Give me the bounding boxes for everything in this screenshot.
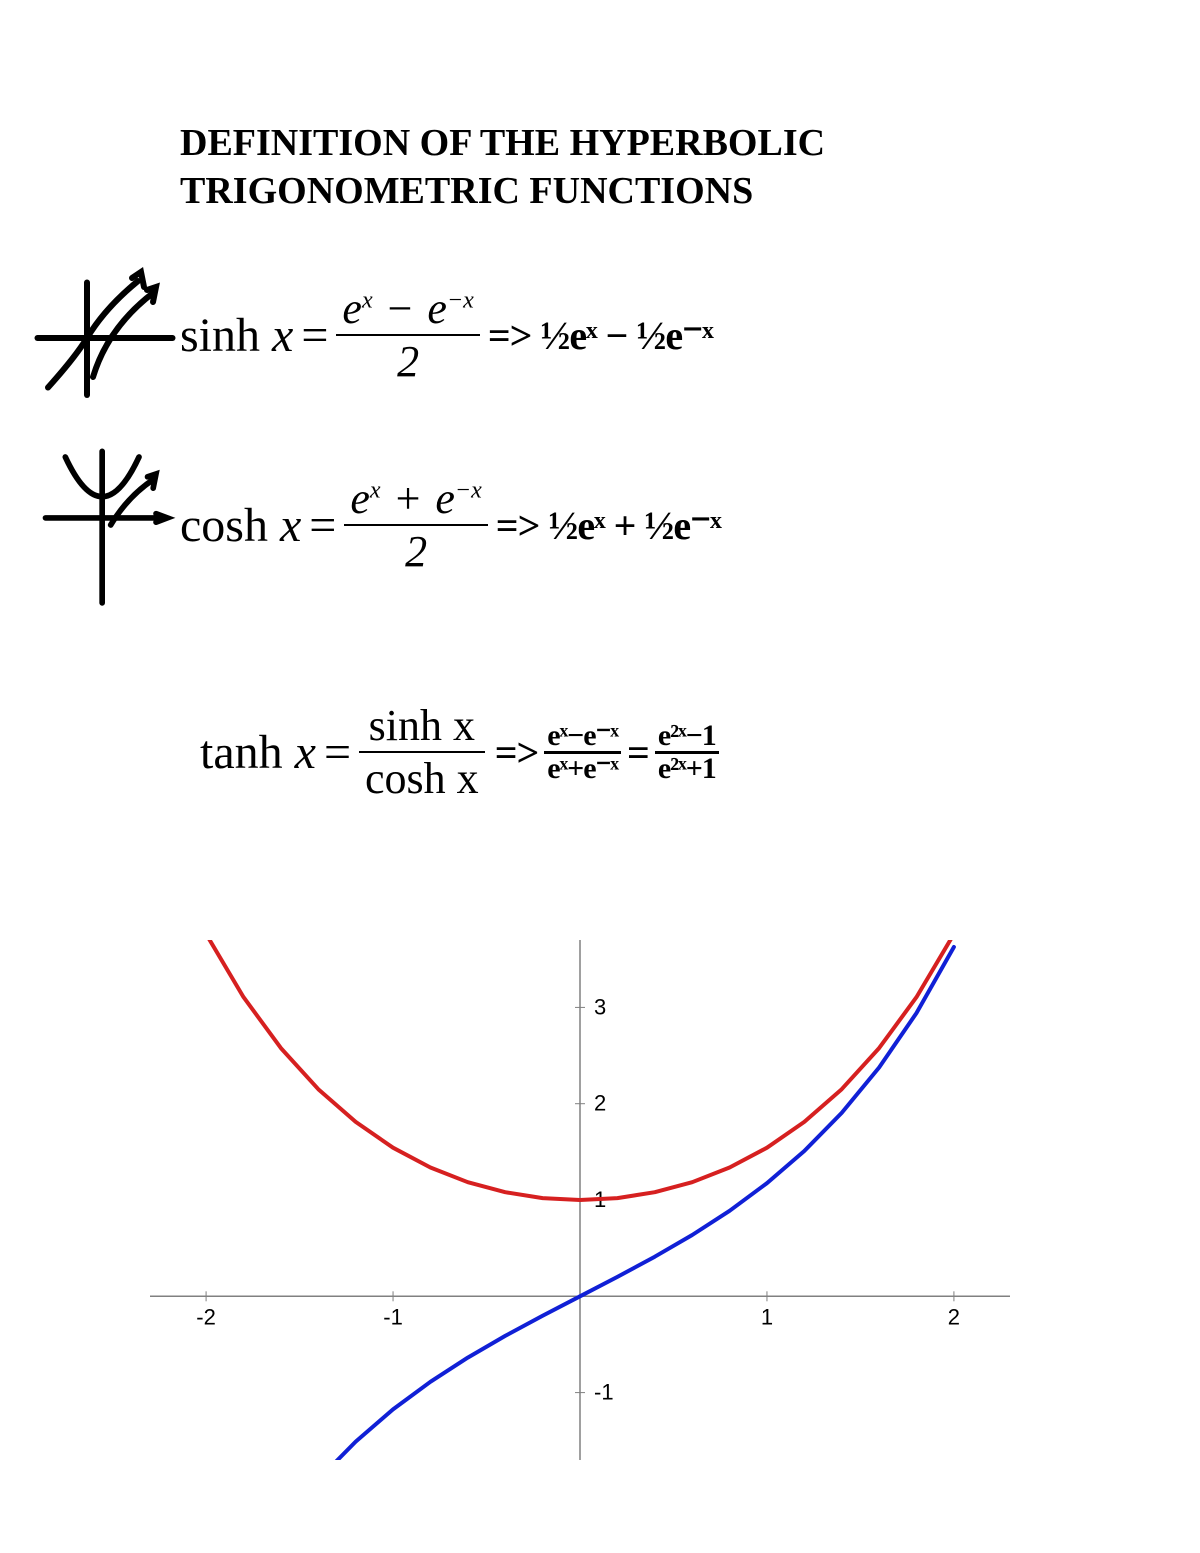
page-title: DEFINITION OF THE HYPERBOLIC TRIGONOMETR…: [180, 120, 825, 215]
svg-text:2: 2: [948, 1304, 960, 1329]
sinh-definition: sinh x = ex − e−x 2 => ½eˣ − ½e⁻ˣ: [30, 250, 713, 420]
equals-sign: =: [324, 725, 351, 780]
svg-text:-2: -2: [196, 1304, 216, 1329]
tanh-handwritten: => eˣ−e⁻ˣ eˣ+e⁻ˣ = e²ˣ−1 e²ˣ+1: [495, 721, 719, 784]
page: DEFINITION OF THE HYPERBOLIC TRIGONOMETR…: [0, 0, 1200, 1553]
cosh-fraction: ex + e−x 2: [344, 473, 487, 577]
title-line-1: DEFINITION OF THE HYPERBOLIC: [180, 122, 825, 164]
sinh-fraction: ex − e−x 2: [336, 283, 479, 387]
sinh-handwritten: => ½eˣ − ½e⁻ˣ: [488, 312, 713, 359]
equals-sign: =: [309, 498, 336, 553]
tanh-fraction: sinh x cosh x: [359, 700, 485, 804]
hyperbolic-chart: -2-112-1123: [150, 940, 1010, 1460]
svg-text:1: 1: [761, 1304, 773, 1329]
tanh-lhs: tanh x: [200, 725, 316, 780]
cosh-lhs: cosh x: [180, 498, 301, 553]
equals-sign: =: [301, 308, 328, 363]
svg-text:2: 2: [594, 1091, 606, 1116]
tanh-definition: tanh x = sinh x cosh x => eˣ−e⁻ˣ eˣ+e⁻ˣ …: [200, 700, 719, 804]
svg-text:-1: -1: [594, 1380, 614, 1405]
svg-text:-1: -1: [383, 1304, 403, 1329]
cosh-definition: cosh x = ex + e−x 2 => ½eˣ + ½e⁻ˣ: [30, 440, 721, 610]
sinh-lhs: sinh x: [180, 308, 293, 363]
svg-text:3: 3: [594, 994, 606, 1019]
title-line-2: TRIGONOMETRIC FUNCTIONS: [180, 170, 753, 212]
cosh-handwritten: => ½eˣ + ½e⁻ˣ: [496, 502, 721, 549]
cosh-sketch-icon: [30, 440, 180, 610]
sinh-sketch-icon: [30, 250, 180, 420]
